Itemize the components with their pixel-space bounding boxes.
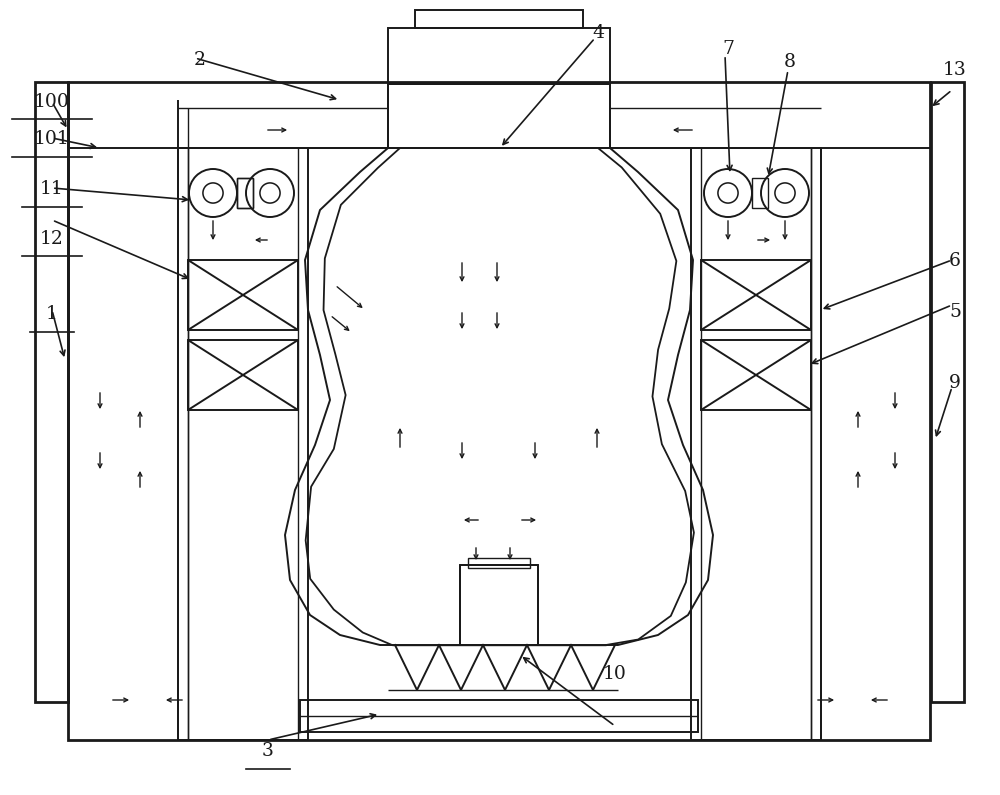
Bar xyxy=(701,260,811,330)
Circle shape xyxy=(189,169,237,217)
Bar xyxy=(388,28,610,84)
Bar xyxy=(415,10,583,28)
Bar xyxy=(701,340,811,410)
Bar xyxy=(178,148,308,740)
Circle shape xyxy=(203,183,223,203)
Bar xyxy=(388,84,610,148)
Bar xyxy=(468,558,530,568)
Bar xyxy=(752,178,768,208)
Text: 3: 3 xyxy=(262,743,274,760)
Bar xyxy=(188,340,298,410)
Bar xyxy=(931,82,964,702)
Text: 4: 4 xyxy=(592,25,604,42)
Bar xyxy=(691,148,821,740)
Circle shape xyxy=(761,169,809,217)
Text: 8: 8 xyxy=(784,53,796,71)
Circle shape xyxy=(704,169,752,217)
Text: 7: 7 xyxy=(722,41,734,58)
Bar xyxy=(188,260,298,330)
Bar xyxy=(35,82,68,702)
Text: 6: 6 xyxy=(949,252,961,270)
Text: 12: 12 xyxy=(40,230,64,247)
Text: 10: 10 xyxy=(603,665,627,683)
Text: 9: 9 xyxy=(949,374,961,392)
Circle shape xyxy=(718,183,738,203)
Text: 5: 5 xyxy=(949,303,961,320)
Bar xyxy=(68,82,930,740)
Bar xyxy=(237,178,253,208)
Circle shape xyxy=(246,169,294,217)
Text: 1: 1 xyxy=(46,305,58,323)
Bar xyxy=(460,565,538,645)
Text: 11: 11 xyxy=(40,180,64,198)
Bar xyxy=(300,700,698,732)
Text: 101: 101 xyxy=(34,130,70,148)
Circle shape xyxy=(775,183,795,203)
Text: 100: 100 xyxy=(34,93,70,111)
Text: 13: 13 xyxy=(943,61,967,79)
Circle shape xyxy=(260,183,280,203)
Text: 2: 2 xyxy=(194,51,206,68)
